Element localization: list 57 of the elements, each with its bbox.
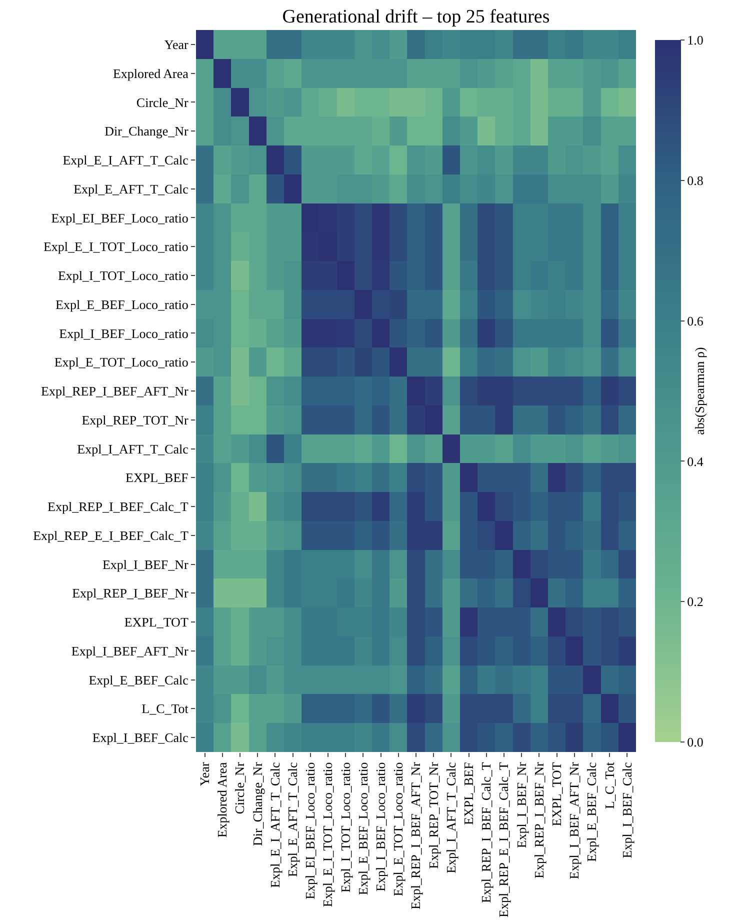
color-bar-title: abs(Spearman ρ) xyxy=(692,347,707,435)
y-tick-label: Expl_E_I_AFT_T_Calc xyxy=(62,152,189,168)
x-tick-label: EXPL_TOT xyxy=(549,762,564,826)
x-tick-label: Expl_I_AFT_T_Calc xyxy=(443,762,458,874)
y-tick-label: Expl_I_TOT_Loco_ratio xyxy=(58,268,188,284)
x-tick-label: Expl_I_BEF_AFT_Nr xyxy=(566,762,582,880)
color-bar-label: 0.6 xyxy=(687,313,704,328)
y-tick-label: EXPL_BEF xyxy=(126,470,188,486)
x-tick-label: Expl_I_BEF_Nr xyxy=(514,762,529,848)
x-tick-label: Expl_I_BEF_Loco_ratio xyxy=(373,762,388,892)
color-bar-label: 0.4 xyxy=(687,454,704,469)
y-tick-label: Expl_E_BEF_Loco_ratio xyxy=(56,296,188,312)
x-tick-label: Expl_REP_I_BEF_Calc_T xyxy=(478,762,494,904)
y-tick-label: Expl_REP_I_BEF_AFT_Nr xyxy=(41,384,190,399)
y-tick-label: Expl_I_AFT_T_Calc xyxy=(77,441,189,456)
y-tick-label: L_C_Tot xyxy=(142,701,189,716)
x-tick-label: Dir_Change_Nr xyxy=(250,762,265,846)
y-tick-label: EXPL_TOT xyxy=(124,614,188,630)
color-bar-label: 0.0 xyxy=(687,734,704,750)
x-tick-label: Expl_REP_I_BEF_Nr xyxy=(531,762,546,878)
x-tick-label: Expl_EI_BEF_Loco_ratio xyxy=(302,762,318,900)
y-tick-label: Year xyxy=(164,36,190,52)
y-tick-label: Expl_I_BEF_Loco_ratio xyxy=(59,326,188,341)
color-bar-label: 0.2 xyxy=(687,594,704,610)
y-tick-label: Dir_Change_Nr xyxy=(104,124,190,139)
x-tick-label: Year xyxy=(197,762,212,786)
x-tick-label: Expl_I_TOT_Loco_ratio xyxy=(338,762,353,893)
y-tick-label: Expl_REP_E_I_BEF_Calc_T xyxy=(33,528,188,543)
y-tick-label: Expl_REP_I_BEF_Nr xyxy=(72,586,190,601)
y-tick-label: Expl_E_AFT_T_Calc xyxy=(74,181,189,196)
x-tick-label: Expl_REP_TOT_Nr xyxy=(426,762,441,869)
y-tick-label: Expl_E_I_TOT_Loco_ratio xyxy=(43,239,188,254)
x-tick-label: Expl_E_AFT_T_Calc xyxy=(285,762,300,878)
x-tick-label: L_C_Tot xyxy=(602,762,617,809)
y-tick-label: Circle_Nr xyxy=(136,94,190,110)
y-tick-label: Expl_REP_I_BEF_Calc_T xyxy=(48,499,188,514)
x-tick-label: Expl_E_I_TOT_Loco_ratio xyxy=(320,762,336,908)
y-tick-label: Expl_I_BEF_Nr xyxy=(102,556,190,572)
y-tick-label: Expl_EI_BEF_Loco_ratio xyxy=(51,210,188,226)
y-tick-label: Expl_E_BEF_Calc xyxy=(88,672,189,688)
color-bar-label: 1.0 xyxy=(687,32,704,48)
x-tick-label: EXPL_BEF xyxy=(461,762,476,826)
y-tick-label: Expl_I_BEF_AFT_Nr xyxy=(71,643,190,658)
x-tick-label: Expl_E_TOT_Loco_ratio xyxy=(390,762,406,896)
y-tick-label: Expl_E_TOT_Loco_ratio xyxy=(54,354,188,370)
color-bar-label: 0.8 xyxy=(687,172,704,188)
y-tick-label: Explored Area xyxy=(112,66,189,81)
y-tick-label: Expl_I_BEF_Calc xyxy=(92,730,189,746)
x-tick-label: Expl_E_BEF_Calc xyxy=(584,762,600,862)
chart-title: Generational drift – top 25 features xyxy=(282,6,550,28)
x-tick-label: Expl_REP_I_BEF_AFT_Nr xyxy=(408,762,424,910)
x-tick-label: Circle_Nr xyxy=(232,762,248,814)
x-tick-label: Expl_E_BEF_Loco_ratio xyxy=(355,762,370,896)
y-tick-label: Expl_REP_TOT_Nr xyxy=(82,412,190,428)
x-tick-label: Expl_I_BEF_Calc xyxy=(619,762,634,858)
x-tick-label: Expl_REP_E_I_BEF_Calc_T xyxy=(496,762,512,918)
x-tick-label: Expl_E_I_AFT_T_Calc xyxy=(267,762,282,888)
